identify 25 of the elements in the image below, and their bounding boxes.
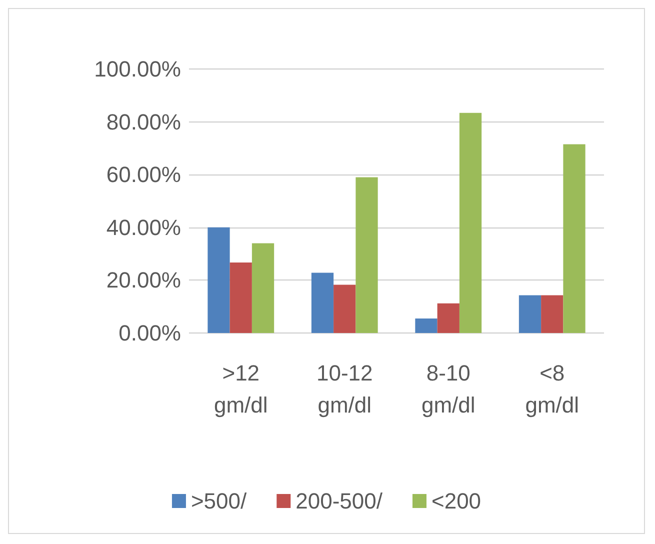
bar bbox=[356, 177, 378, 333]
legend-label: >500/ bbox=[190, 488, 248, 514]
bar bbox=[415, 318, 438, 333]
bar bbox=[311, 272, 334, 333]
y-tick-label: 20.00% bbox=[106, 268, 181, 293]
bar bbox=[437, 303, 460, 333]
legend-label: <200 bbox=[431, 488, 482, 514]
bar bbox=[252, 243, 274, 333]
y-tick-label: 80.00% bbox=[106, 109, 181, 134]
bar bbox=[230, 262, 252, 333]
bar bbox=[334, 284, 356, 333]
x-tick-label: 8-10 gm/dl bbox=[421, 360, 476, 418]
y-tick-label: 0.00% bbox=[118, 320, 181, 346]
y-tick-label: 60.00% bbox=[106, 162, 181, 188]
legend-label: 200-500/ bbox=[296, 488, 384, 514]
bar bbox=[563, 144, 586, 333]
bar bbox=[459, 112, 482, 333]
bar bbox=[541, 295, 564, 333]
y-tick-label: 100.00% bbox=[94, 56, 181, 82]
y-tick-label: 40.00% bbox=[106, 214, 181, 240]
bar bbox=[208, 227, 230, 333]
x-tick-label: 10-12 gm/dl bbox=[316, 360, 373, 418]
x-tick-label: <8 gm/dl bbox=[525, 360, 580, 418]
x-tick-label: >12 gm/dl bbox=[214, 360, 268, 418]
bar bbox=[518, 295, 542, 333]
